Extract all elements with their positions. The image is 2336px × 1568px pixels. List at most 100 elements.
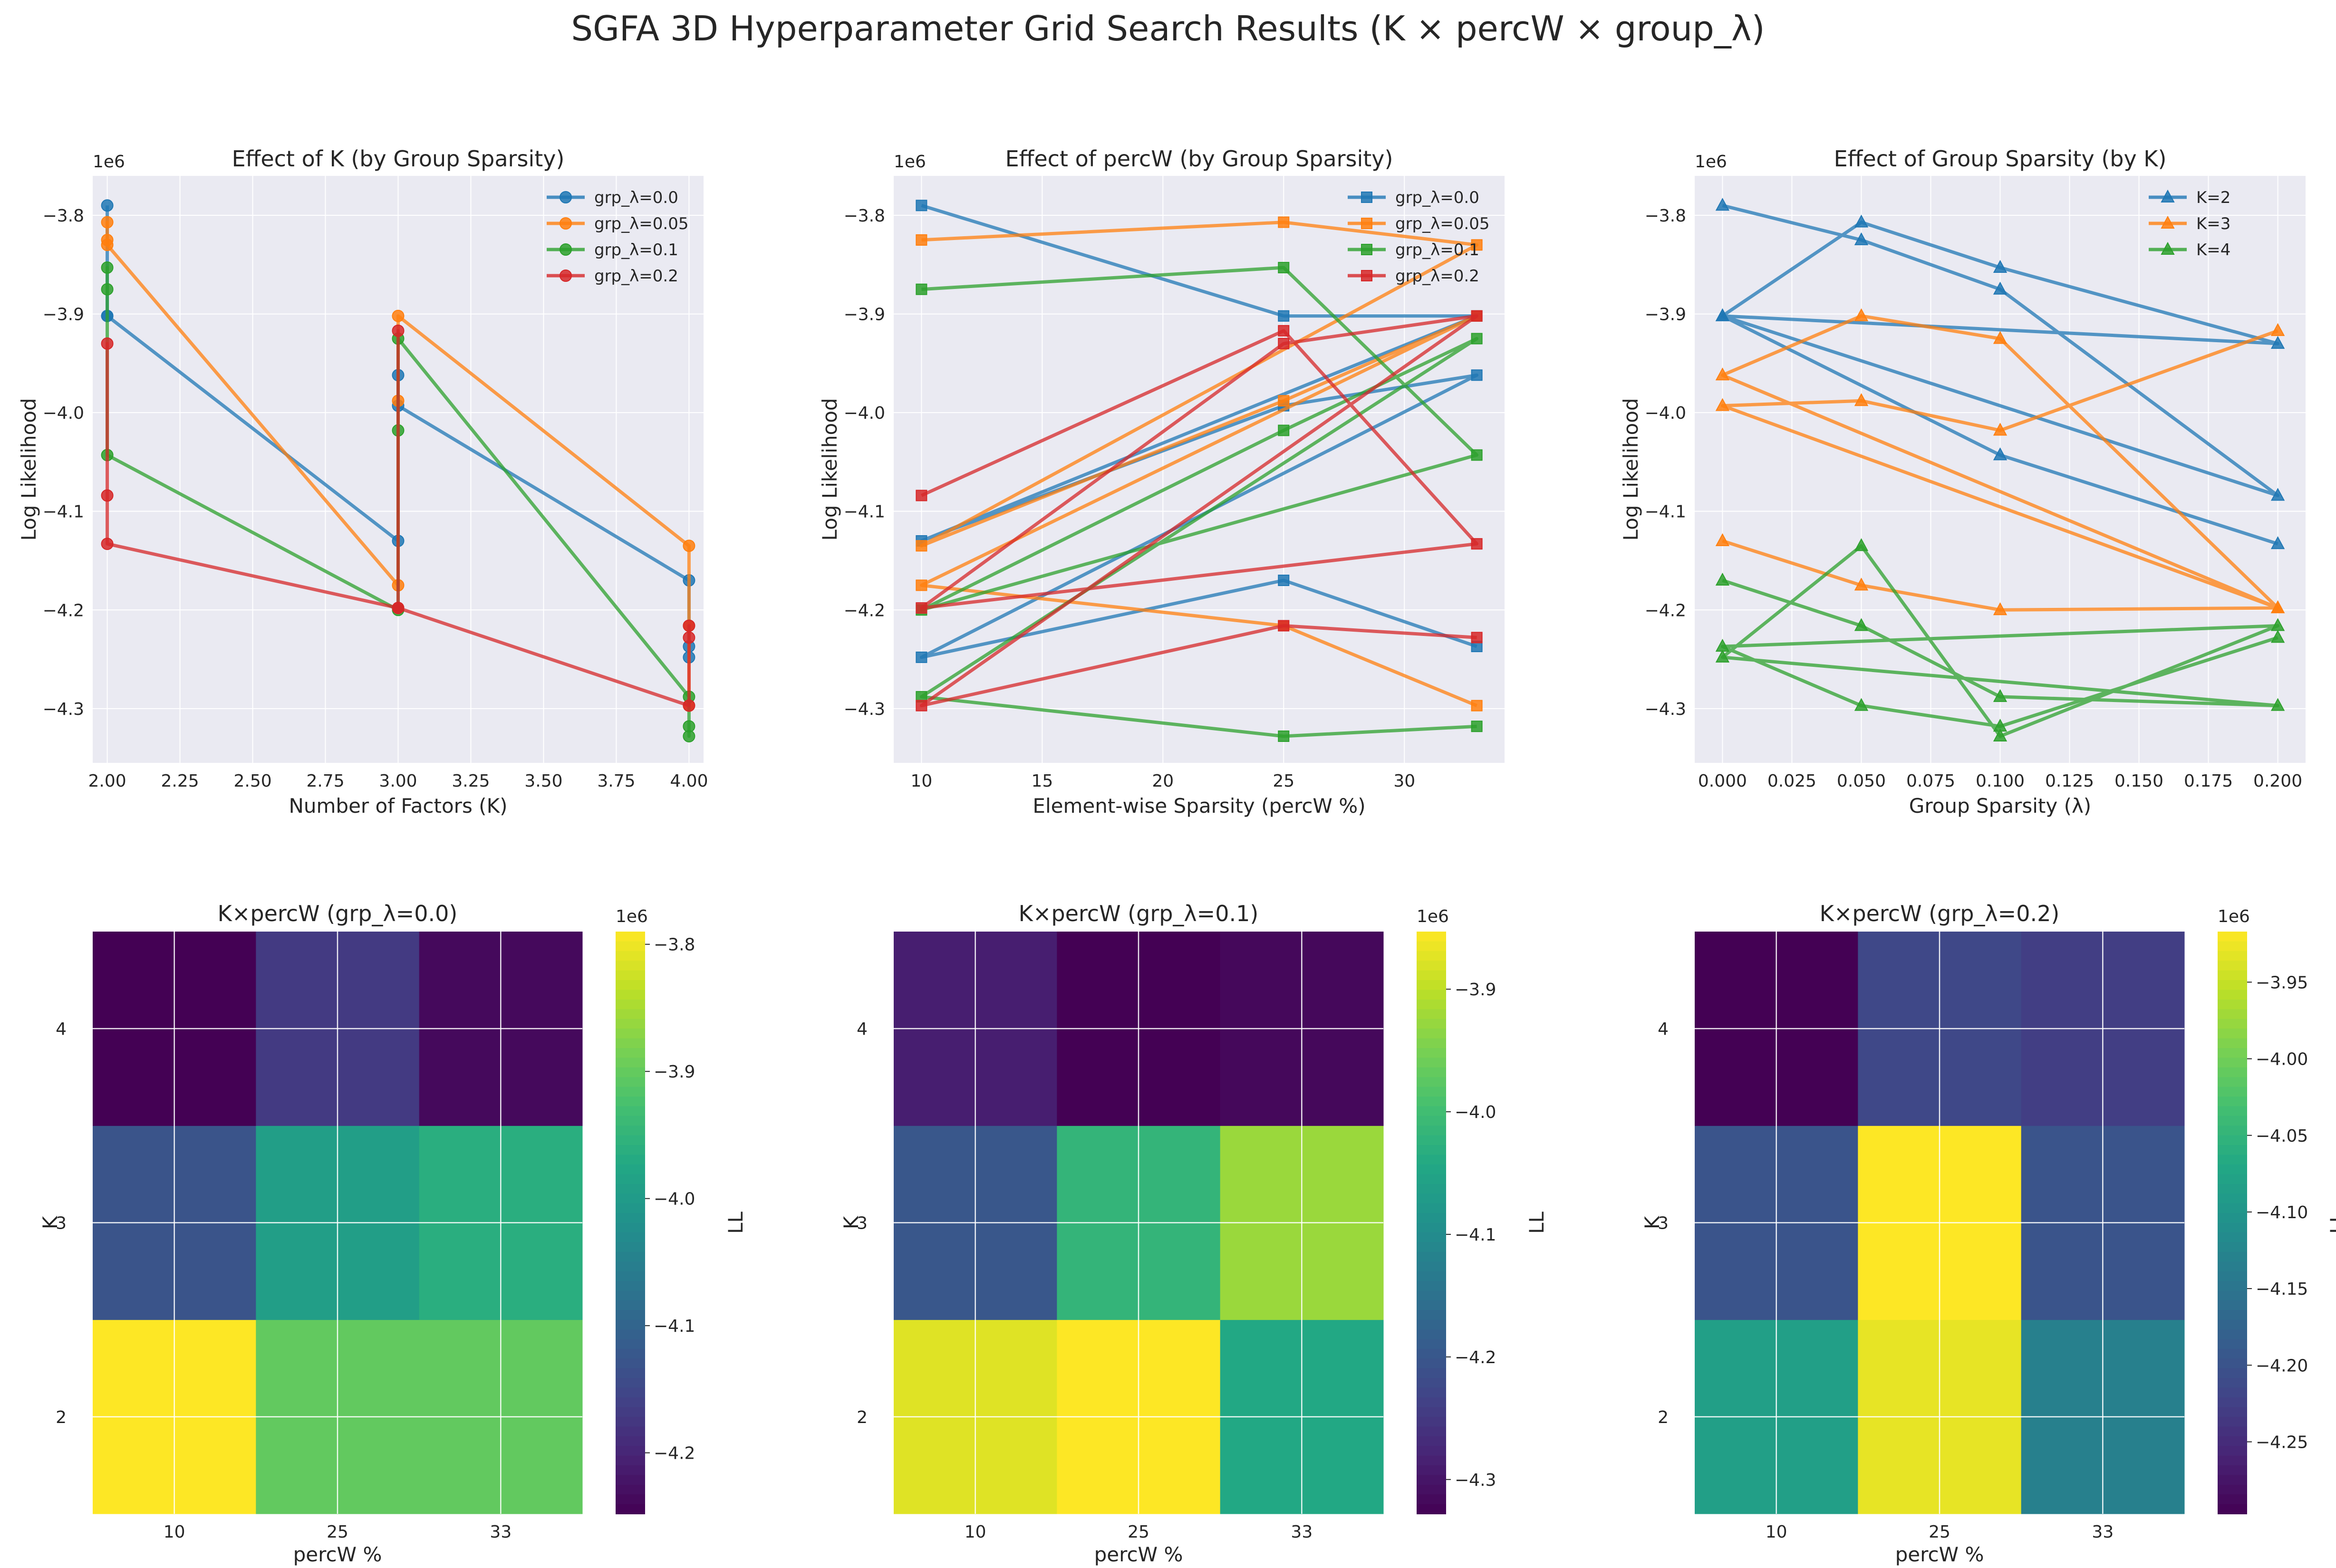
y-tick-label: −4.3 [1645,700,1686,719]
colorbar-label: LL [1525,1212,1548,1234]
data-point [1278,730,1290,742]
series-3 [916,262,1483,742]
colorbar-step [616,1251,645,1262]
y-tick-label: −4.1 [1645,502,1686,522]
y-tick-label: −3.9 [844,305,885,325]
series-line [1720,314,2280,612]
y-axis-label: Log Likelihood [818,398,841,540]
colorbar-step [2218,1029,2247,1039]
colorbar-step [616,1125,645,1136]
legend-label: K=4 [2196,240,2230,260]
x-axis-label: percW % [1895,1543,1984,1566]
data-point [1278,424,1290,436]
colorbar-step [616,1484,645,1495]
x-tick-label: 0.075 [1906,771,1955,791]
legend-label: grp_λ=0.1 [594,240,678,260]
data-point [1715,198,1730,211]
data-point [1715,649,1730,663]
series-4 [101,324,695,712]
data-point [101,283,114,296]
colorbar-tick-label: −3.9 [654,1062,695,1082]
legend-label: grp_λ=0.1 [1395,240,1479,260]
y-axis-label: K [1641,1215,1664,1229]
colorbar-tick-label: −4.15 [2256,1279,2308,1299]
colorbar-step [616,1378,645,1388]
data-point [1993,260,2008,273]
data-point [1278,575,1290,587]
colorbar-step [1417,1087,1446,1097]
colorbar-step [1417,1242,1446,1252]
colorbar-step [616,1436,645,1447]
colorbar-step [2218,1329,2247,1340]
colorbar-tick-label: −4.10 [2256,1203,2308,1222]
colorbar-step [1417,1058,1446,1068]
colorbar-step [2218,1504,2247,1514]
data-point [916,579,927,591]
legend-label: grp_λ=0.05 [594,214,688,233]
data-point [916,540,927,552]
colorbar-step [2218,1339,2247,1349]
colorbar-step [616,1426,645,1437]
colorbar-step [2218,1455,2247,1466]
data-point [1993,447,2008,461]
colorbar-step [1417,1222,1446,1233]
legend-marker [560,191,572,203]
colorbar-step [1417,1251,1446,1262]
colorbar-step [1417,1174,1446,1184]
y-tick-label: 4 [857,1020,868,1039]
data-point [1715,367,1730,381]
colorbar-step [1417,980,1446,991]
colorbar-step [2218,1281,2247,1291]
colorbar-step [1417,1329,1446,1340]
x-tick-label: 10 [164,1522,185,1542]
x-tick-label: 2.50 [233,771,271,791]
data-point [1471,538,1483,550]
data-point [1471,369,1483,381]
colorbar-step [2218,1387,2247,1398]
y-offset-label: 1e6 [894,152,926,172]
colorbar-step [1417,1271,1446,1281]
data-point [1993,689,2008,702]
legend-label: K=3 [2196,214,2230,233]
x-tick-label: 0.200 [2253,771,2302,791]
x-axis-label: Group Sparsity (λ) [1909,794,2091,818]
plot-area [894,176,1505,763]
data-point [101,337,114,350]
colorbar-step [2218,1154,2247,1165]
colorbar-step [616,1203,645,1214]
colorbar-step [2218,1077,2247,1087]
colorbar-step [1417,1193,1446,1204]
y-tick-label: 3 [857,1214,868,1233]
colorbar-step [616,1348,645,1359]
colorbar-step [1417,1484,1446,1495]
colorbar-step [616,1465,645,1476]
colorbar-step [1417,1436,1446,1447]
colorbar-step [2218,1087,2247,1097]
legend-marker [560,269,572,282]
data-point [1993,423,2008,436]
x-tick-label: 33 [2092,1522,2114,1542]
series-3 [1715,538,2285,741]
colorbar-step [2218,1368,2247,1379]
colorbar-step [1417,1125,1446,1136]
y-offset-label: 1e6 [93,152,125,172]
colorbar-step [1417,951,1446,962]
y-tick-label: −4.2 [844,601,885,620]
colorbar-step [2218,1416,2247,1427]
colorbar-step [2218,990,2247,1000]
y-tick-label: −3.8 [1645,206,1686,226]
data-point [1715,398,1730,411]
colorbar-step [1417,990,1446,1000]
colorbar-step [2218,999,2247,1010]
colorbar-step [2218,1232,2247,1243]
heatmap-panel-1: 10 25 33 2 3 4 K×percW (grp_λ=0.0) percW % K −3.8… [39,901,747,1566]
y-tick-label: −4.0 [844,404,885,423]
colorbar-step [2218,932,2247,942]
colorbar-step [2218,1426,2247,1437]
legend: K=2 K=3 K=4 [2149,188,2230,260]
y-tick-label: −4.0 [1645,404,1686,423]
data-point [916,490,927,501]
colorbar-step [1417,1387,1446,1398]
colorbar-tick-label: −4.05 [2256,1126,2308,1146]
